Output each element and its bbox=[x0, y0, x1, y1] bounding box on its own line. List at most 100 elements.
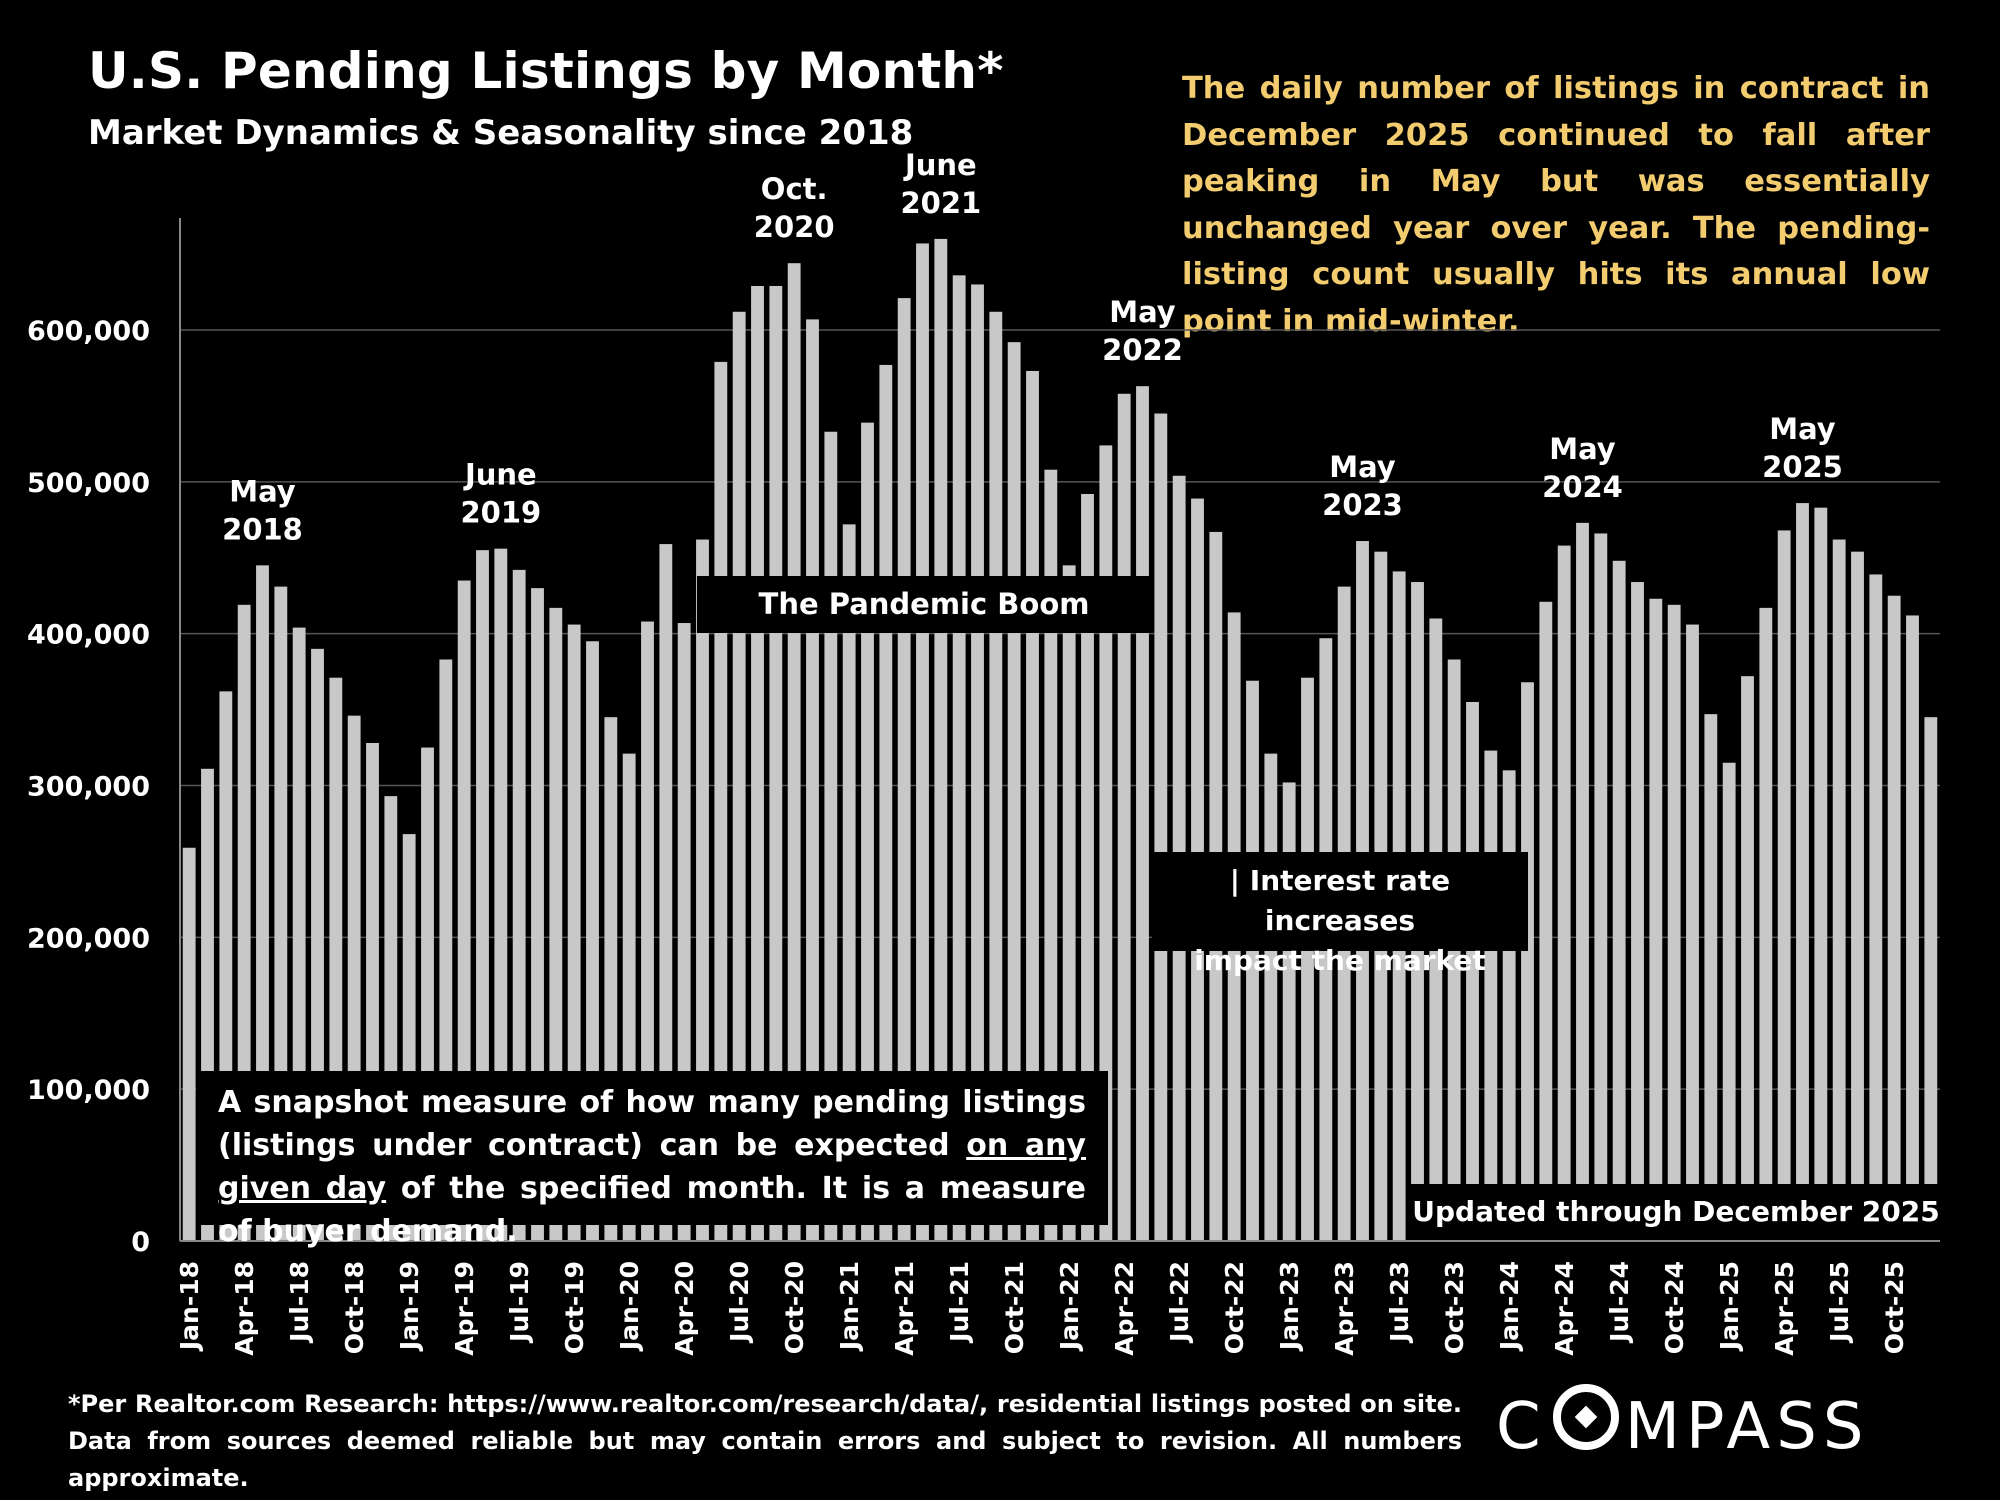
x-tick-label: Apr-24 bbox=[1550, 1261, 1579, 1356]
bar bbox=[1667, 604, 1681, 1241]
x-tick-label: Jan-22 bbox=[1055, 1261, 1084, 1352]
bar bbox=[1741, 676, 1754, 1241]
bar bbox=[806, 319, 819, 1241]
bar bbox=[787, 263, 801, 1241]
bar bbox=[1154, 413, 1168, 1242]
peak-label-month: May bbox=[229, 474, 296, 508]
y-tick-label: 0 bbox=[131, 1227, 150, 1258]
bar bbox=[1796, 503, 1809, 1242]
peak-label-year: 2025 bbox=[1762, 450, 1843, 484]
pandemic-boom-label: The Pandemic Boom bbox=[697, 576, 1151, 633]
bar bbox=[1722, 762, 1736, 1241]
x-tick-label: Oct-22 bbox=[1220, 1261, 1249, 1354]
bar bbox=[476, 550, 489, 1241]
bar bbox=[1594, 533, 1608, 1241]
x-tick-label: Jul-20 bbox=[725, 1261, 754, 1344]
x-tick-label: Jul-18 bbox=[285, 1261, 314, 1344]
x-tick-label: Jan-20 bbox=[615, 1261, 644, 1352]
bar bbox=[1887, 595, 1901, 1241]
logo-text-end: MPASS bbox=[1624, 1390, 1870, 1464]
interest-rate-line2: impact the market bbox=[1194, 944, 1486, 977]
snapshot-note: A snapshot measure of how many pending l… bbox=[196, 1071, 1108, 1249]
x-tick-label: Jan-23 bbox=[1275, 1261, 1304, 1352]
x-tick-label: Apr-19 bbox=[450, 1261, 479, 1356]
snapshot-note-post: of the specified month. It is a measure … bbox=[218, 1171, 1086, 1249]
x-tick-label: Oct-19 bbox=[560, 1261, 589, 1354]
bar bbox=[1814, 507, 1828, 1241]
bar bbox=[1924, 717, 1938, 1241]
bar bbox=[659, 544, 673, 1241]
x-tick-label: Oct-25 bbox=[1880, 1261, 1909, 1354]
peak-label-year: 2019 bbox=[460, 496, 541, 530]
peak-label-year: 2023 bbox=[1322, 488, 1403, 522]
x-tick-label: Jan-25 bbox=[1715, 1261, 1744, 1352]
interest-rate-label: | Interest rate increases impact the mar… bbox=[1152, 852, 1528, 977]
x-tick-label: Apr-21 bbox=[890, 1261, 919, 1356]
updated-through-label: Updated through December 2025 bbox=[1411, 1184, 1941, 1240]
bar bbox=[1612, 560, 1626, 1241]
x-tick-label: Jan-18 bbox=[175, 1261, 204, 1352]
bar bbox=[1777, 530, 1791, 1241]
peak-label-month: May bbox=[1329, 450, 1396, 484]
peak-label-year: 2024 bbox=[1542, 470, 1623, 504]
y-tick-label: 400,000 bbox=[27, 620, 150, 651]
bar bbox=[696, 539, 709, 1241]
bar bbox=[1649, 598, 1663, 1241]
x-tick-label: Jul-24 bbox=[1605, 1261, 1634, 1344]
x-tick-label: Jul-25 bbox=[1825, 1261, 1854, 1344]
snapshot-note-pre: A snapshot measure of how many pending l… bbox=[218, 1085, 1086, 1163]
x-tick-label: Jan-19 bbox=[395, 1261, 424, 1352]
peak-label-month: June bbox=[903, 148, 977, 182]
bar bbox=[1007, 342, 1021, 1241]
bar bbox=[1264, 753, 1278, 1241]
peak-label-month: Oct. bbox=[761, 172, 828, 206]
bar bbox=[1521, 682, 1534, 1241]
x-tick-label: Apr-20 bbox=[670, 1261, 699, 1356]
bar bbox=[916, 243, 929, 1241]
bar bbox=[1631, 582, 1644, 1241]
x-tick-label: Oct-18 bbox=[340, 1261, 369, 1354]
bar bbox=[1044, 469, 1058, 1242]
bar bbox=[1906, 615, 1919, 1241]
bar bbox=[1081, 493, 1094, 1242]
x-tick-label: Apr-25 bbox=[1770, 1261, 1799, 1356]
bar bbox=[1246, 680, 1259, 1241]
x-tick-label: Jan-24 bbox=[1495, 1261, 1524, 1352]
bar bbox=[1557, 545, 1571, 1241]
peak-label-year: 2021 bbox=[900, 186, 981, 220]
source-footnote: *Per Realtor.com Research: https://www.r… bbox=[68, 1390, 1462, 1492]
bar bbox=[952, 275, 966, 1242]
bar bbox=[769, 285, 783, 1241]
bar bbox=[751, 285, 764, 1241]
x-tick-label: Jul-19 bbox=[505, 1261, 534, 1344]
interest-rate-line1: | Interest rate increases bbox=[1229, 864, 1451, 937]
peak-label-month: June bbox=[463, 458, 537, 492]
bar bbox=[1099, 445, 1113, 1242]
bar bbox=[182, 847, 196, 1241]
y-tick-label: 300,000 bbox=[27, 772, 150, 803]
bar bbox=[934, 238, 948, 1241]
x-tick-label: Jul-22 bbox=[1165, 1261, 1194, 1344]
bar bbox=[1869, 574, 1883, 1241]
peak-label-year: 2022 bbox=[1102, 333, 1183, 367]
bar bbox=[897, 298, 911, 1241]
bar bbox=[494, 548, 508, 1241]
x-tick-label: Apr-22 bbox=[1110, 1261, 1139, 1356]
compass-logo: C MPASS bbox=[1496, 1384, 1869, 1464]
bar bbox=[1502, 770, 1516, 1241]
logo-text-start: C bbox=[1496, 1390, 1547, 1464]
chart-title: U.S. Pending Listings by Month* bbox=[88, 42, 1004, 100]
bar bbox=[989, 311, 1003, 1241]
bar bbox=[1484, 750, 1498, 1241]
peak-label-month: May bbox=[1549, 432, 1616, 466]
commentary-text: The daily number of listings in contract… bbox=[1182, 71, 1930, 339]
snapshot-note-underlined: on any given day bbox=[218, 1128, 1086, 1206]
x-tick-label: Oct-24 bbox=[1660, 1261, 1689, 1354]
bar bbox=[1851, 551, 1864, 1241]
peak-label-month: May bbox=[1109, 295, 1176, 329]
bar bbox=[1117, 393, 1131, 1241]
y-tick-label: 200,000 bbox=[27, 923, 150, 954]
y-tick-label: 500,000 bbox=[27, 468, 150, 499]
bar bbox=[1759, 607, 1773, 1241]
peak-label-year: 2020 bbox=[754, 210, 835, 244]
